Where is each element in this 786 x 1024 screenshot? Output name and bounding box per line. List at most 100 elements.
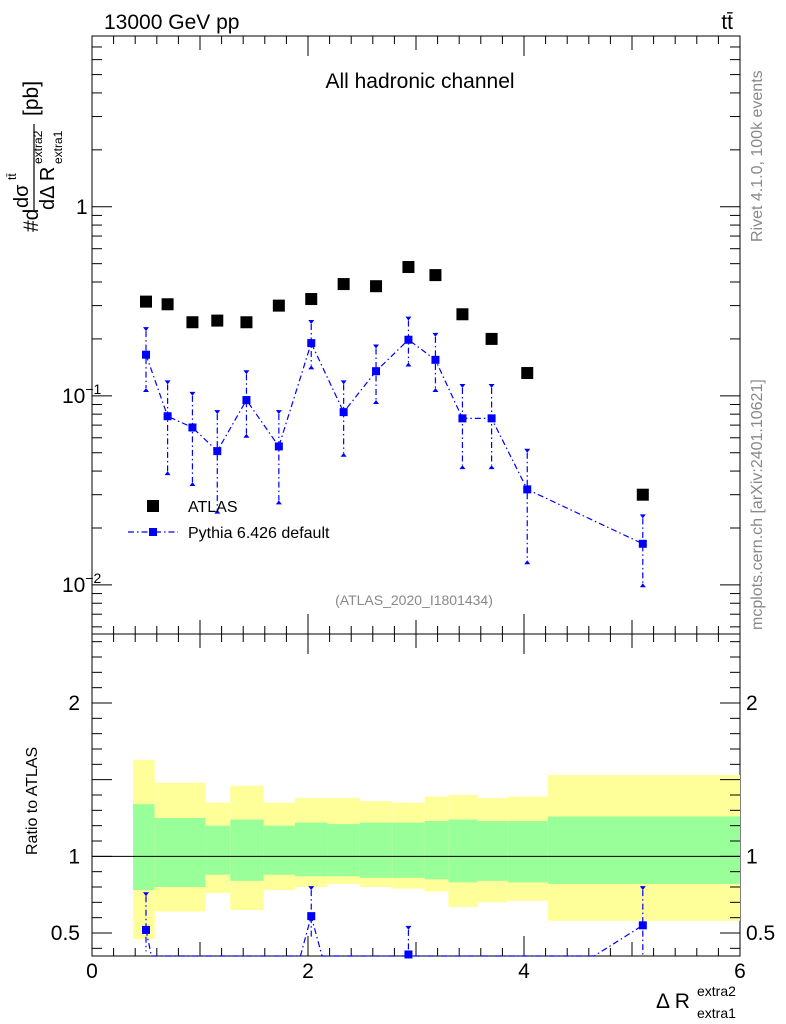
mc-point: [274, 442, 283, 451]
atlas-point: [305, 293, 318, 306]
svg-text:extra2: extra2: [31, 130, 45, 164]
band-inner-5: [295, 822, 328, 877]
band-inner-7: [359, 822, 393, 878]
atlas-point: [402, 261, 415, 274]
mc-errorbar-cap-top: [189, 391, 196, 396]
atlas-point: [521, 367, 534, 380]
y-ratio-tick-label-right-1: 1: [746, 845, 758, 868]
mc-errorbar-cap-bottom: [459, 465, 466, 470]
mc-errorbar-cap-top: [459, 384, 466, 389]
atlas-point: [485, 332, 498, 345]
mc-errorbar-cap-bottom: [488, 465, 495, 470]
mc-errorbar-cap-top: [275, 410, 282, 415]
mcplots-label: mcplots.cern.ch [arXiv:2401.10621]: [749, 379, 766, 630]
mc-errorbar-cap-bottom: [214, 509, 221, 514]
svg-text:[pb]: [pb]: [20, 81, 43, 116]
mc-ratio-point: [142, 925, 150, 934]
x-title-sub: extra1: [697, 1005, 736, 1021]
atlas-point: [429, 269, 442, 282]
mc-errorbar-cap-top: [405, 316, 412, 321]
atlas-series-main: [140, 261, 649, 501]
atlas-point: [337, 278, 350, 291]
x-tick-label-0: 0: [86, 960, 98, 983]
y-main-tick-exponent-1: −1: [85, 381, 101, 397]
mc-errorbar-cap-bottom: [275, 500, 282, 505]
mc-errorbar-cap-top: [143, 327, 149, 332]
mc-point: [404, 335, 413, 344]
legend: ATLAS Pythia 6.426 default: [128, 499, 330, 542]
mc-errorbar-cap-top: [340, 380, 347, 385]
band-inner-0: [133, 804, 155, 891]
atlas-point: [186, 316, 199, 329]
mc-point: [523, 485, 532, 494]
mc-ratio-errorbar-cap: [143, 892, 149, 897]
atlas-point: [272, 299, 285, 312]
legend-mc-marker: [149, 528, 157, 536]
y-axis-title-ratio: Ratio to ATLAS: [24, 747, 41, 855]
svg-text:#d: #d: [20, 209, 43, 232]
x-tick-label-3: 6: [734, 960, 746, 983]
mc-point: [188, 423, 197, 432]
atlas-point: [161, 298, 174, 311]
x-tick-label-1: 2: [302, 960, 314, 983]
mc-series-line: [145, 338, 644, 545]
band-inner-4: [263, 825, 296, 875]
mc-errorbar-cap-bottom: [243, 433, 250, 438]
mc-errorbar-cap-bottom: [143, 388, 149, 393]
y-title-sigma: dσ: [11, 184, 33, 208]
mc-errorbar-cap-top: [373, 344, 380, 349]
atlas-point: [370, 280, 383, 293]
atlas-point: [240, 316, 253, 329]
y-main-tick-label-0: 1: [76, 196, 88, 219]
band-inner-13: [547, 816, 740, 884]
x-tick-label-2: 4: [518, 960, 530, 983]
svg-text:tt̄: tt̄: [5, 173, 19, 180]
y-ratio-tick-label-left-1: 1: [68, 845, 80, 868]
x-title-sup: extra2: [697, 983, 736, 999]
band-inner-6: [327, 824, 360, 877]
y-title-den: dΔ R: [37, 167, 59, 210]
mc-point: [242, 396, 251, 405]
mc-point: [213, 447, 222, 456]
mc-errorbar-cap-bottom: [639, 583, 646, 588]
mc-errorbar-cap-bottom: [308, 365, 315, 370]
x-title-main: Δ R: [656, 990, 690, 1013]
mc-errorbar-cap-bottom: [373, 400, 380, 405]
rivet-label: Rivet 4.1.0, 100k events: [749, 70, 766, 242]
mc-ratio-errorbar-cap: [308, 886, 315, 891]
mc-errorbar-cap-bottom: [524, 560, 531, 565]
band-inner-2: [205, 825, 231, 875]
mc-point: [163, 412, 172, 421]
mc-series-ratio: [142, 886, 647, 959]
atlas-point: [211, 314, 224, 327]
y-main-tick-label-1: 10−1: [62, 381, 102, 408]
mc-errorbar-cap-top: [432, 332, 439, 337]
svg-text:dσ: dσ: [11, 184, 33, 208]
mc-errorbar-cap-bottom: [189, 482, 196, 487]
mc-ratio-point: [307, 912, 316, 921]
mc-errorbar-cap-bottom: [340, 452, 347, 457]
y-title-unit: [pb]: [20, 81, 43, 116]
mc-errorbar-cap-top: [308, 319, 315, 324]
y-ratio-tick-label-right-2: 2: [746, 692, 758, 715]
channel-title: All hadronic channel: [325, 70, 514, 93]
mc-point: [638, 539, 647, 548]
mc-errorbar-cap-bottom: [432, 388, 439, 393]
band-inner-1: [154, 818, 206, 887]
y-ratio-tick-label-right-0: 0.5: [746, 922, 775, 945]
mc-point: [431, 355, 440, 364]
legend-atlas-marker: [147, 500, 159, 512]
mc-ratio-line: [145, 913, 644, 957]
atlas-point: [636, 488, 649, 501]
mc-errorbar-cap-top: [639, 514, 646, 519]
mc-errorbar-cap-top: [164, 380, 171, 385]
process-label: tt̄: [721, 11, 733, 34]
atlas-point: [456, 308, 469, 321]
y-ratio-tick-label-left-2: 2: [68, 692, 80, 715]
atlas-point: [140, 295, 152, 308]
axis-ticks: [91, 35, 741, 956]
mc-point: [339, 408, 348, 417]
mc-errorbar-cap-top: [243, 370, 250, 375]
y-axis-title-main: #d dσ tt̄ dΔ R extra1 extra2 [pb]: [5, 81, 65, 232]
